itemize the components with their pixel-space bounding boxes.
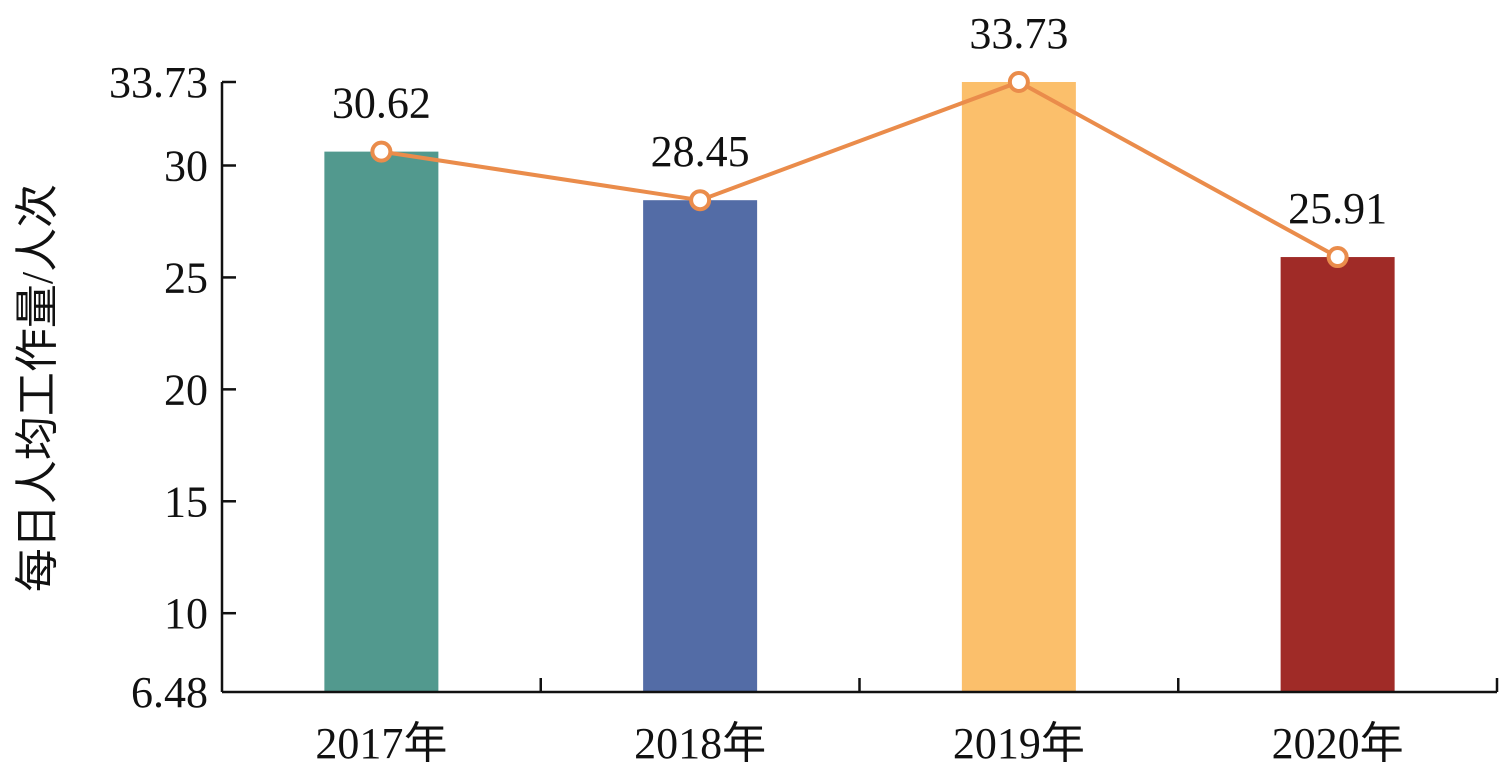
x-category-label-3: 2020年 [1272,719,1404,768]
x-category-label-2: 2019年 [953,719,1085,768]
y-tick-label-6: 33.73 [109,58,208,107]
trend-line-group [370,71,1349,269]
y-tick-label-5: 30 [164,141,208,190]
data-labels-group: 30.62 28.45 33.73 25.91 [332,9,1387,233]
trend-point-1 [689,189,712,212]
y-tick-label-0: 6.48 [131,668,208,717]
bar-2 [961,82,1076,692]
y-tick-label-4: 25 [164,253,208,302]
bar-0 [324,151,439,692]
bar-1 [643,200,758,692]
data-label-3: 25.91 [1288,184,1387,233]
y-tick-label-3: 20 [164,365,208,414]
x-category-label-0: 2017年 [315,719,447,768]
data-label-0: 30.62 [332,79,431,128]
x-categories-group: 2017年 2018年 2019年 2020年 [315,678,1499,768]
bars-group [324,82,1395,692]
data-label-1: 28.45 [651,127,750,176]
trend-line [381,79,1339,259]
trend-point-3 [1326,246,1349,269]
trend-point-0 [370,140,393,163]
bar-3 [1280,257,1395,692]
y-tick-label-2: 15 [164,477,208,526]
x-category-label-1: 2018年 [634,719,766,768]
trend-point-2 [1007,71,1030,93]
data-label-2: 33.73 [969,9,1068,58]
y-ticks-group: 6.48 10 15 20 25 30 33.73 [109,58,236,717]
y-tick-label-1: 10 [164,589,208,638]
y-axis-title: 每日人均工作量/人次 [13,184,62,592]
